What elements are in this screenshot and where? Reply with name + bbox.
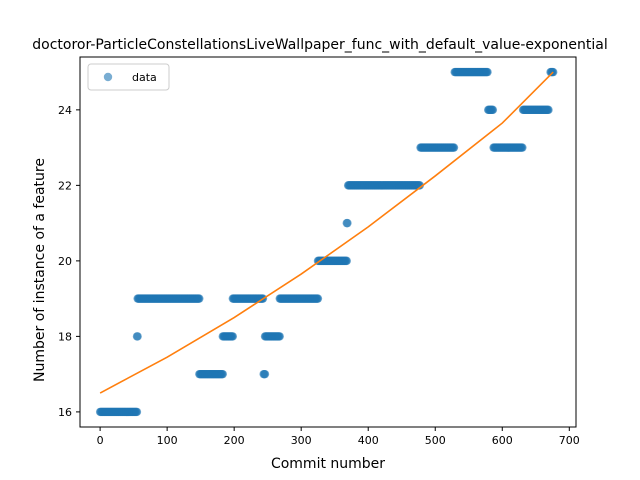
x-tick-label: 600 <box>492 434 513 447</box>
data-point <box>275 332 284 341</box>
data-point <box>218 369 227 379</box>
axes-frame <box>79 56 577 428</box>
y-axis-label: Number of instance of a feature <box>32 158 48 382</box>
legend-marker <box>103 72 113 82</box>
data-point <box>544 105 553 115</box>
legend: data <box>87 63 170 91</box>
x-tick-label: 100 <box>157 434 178 447</box>
data-point <box>260 369 270 379</box>
data-point <box>342 256 351 266</box>
y-tick-label: 24 <box>58 104 72 117</box>
data-point <box>228 332 238 341</box>
fit-line <box>99 71 554 394</box>
x-tick-label: 200 <box>224 434 245 447</box>
y-tick-label: 20 <box>58 255 72 268</box>
chart-title: doctoror-ParticleConstellationsLiveWallp… <box>32 37 608 53</box>
x-tick-label: 400 <box>358 434 379 447</box>
legend-label: data <box>132 71 157 84</box>
data-point <box>313 294 323 303</box>
x-tick-label: 0 <box>97 434 104 447</box>
y-axis: 16 18 20 22 24 <box>58 104 80 419</box>
data-point <box>488 105 498 115</box>
data-point <box>195 294 204 303</box>
x-axis-label: Commit number <box>271 456 385 472</box>
y-tick-label: 16 <box>58 406 72 419</box>
x-axis: 0 100 200 300 400 500 600 700 <box>97 427 580 447</box>
data-point <box>449 143 459 152</box>
data-point <box>343 218 352 228</box>
data-point <box>415 181 425 190</box>
x-tick-label: 500 <box>425 434 446 447</box>
legend-box <box>87 63 170 91</box>
y-tick-label: 18 <box>58 330 72 343</box>
data-point <box>518 143 527 152</box>
x-tick-label: 700 <box>559 434 580 447</box>
x-tick-label: 300 <box>291 434 312 447</box>
data-point <box>483 67 492 77</box>
data-point <box>133 332 142 341</box>
plot-area <box>79 56 577 428</box>
y-tick-label: 22 <box>58 179 72 192</box>
data-point <box>132 407 142 417</box>
